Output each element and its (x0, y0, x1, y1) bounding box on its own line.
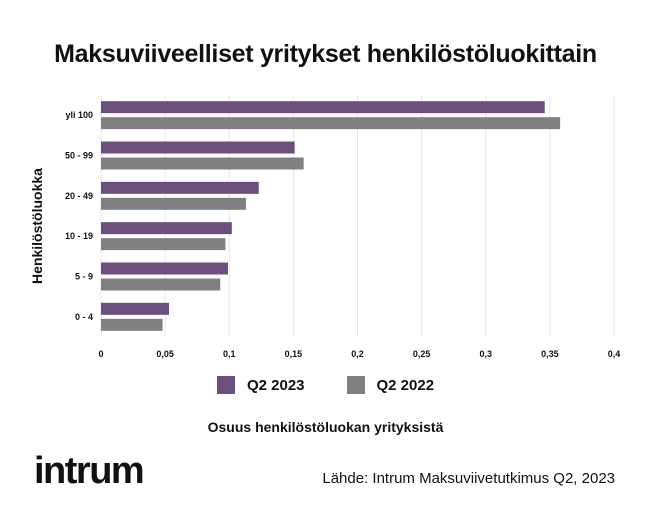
bar-q2-2022 (101, 278, 221, 291)
x-tick-label: 0,3 (479, 349, 492, 359)
x-tick-label: 0,4 (608, 349, 621, 359)
bar-q2-2023 (101, 101, 545, 114)
legend-label-q2-2022: Q2 2022 (376, 376, 435, 394)
bar-q2-2022 (101, 318, 163, 331)
bar-q2-2023 (101, 302, 169, 315)
bar-q2-2023 (101, 181, 259, 194)
x-tick-labels: 0 0,05 0,1 0,15 0,2 0,25 0,3 0,35 0,4 (98, 349, 620, 359)
bar-q2-2022 (101, 157, 304, 170)
bar-q2-2023 (101, 262, 228, 275)
legend-item-q2-2023: Q2 2023 (216, 376, 305, 394)
chart-title: Maksuviiveelliset yritykset henkilöstölu… (54, 40, 597, 68)
bars (101, 101, 561, 331)
bar-q2-2022 (101, 117, 561, 130)
legend-swatch-q2-2023 (216, 376, 235, 394)
y-axis-label: Henkilöstöluokka (29, 168, 45, 284)
y-tick-label: 5 - 9 (75, 272, 93, 282)
legend-swatch-q2-2022 (346, 376, 365, 394)
legend: Q2 2023 Q2 2022 (0, 376, 651, 394)
x-axis-label: Osuus henkilöstöluokan yrityksistä (207, 419, 444, 435)
x-tick-label: 0,05 (156, 349, 174, 359)
grid-lines (100, 95, 615, 337)
y-tick-label: yli 100 (65, 110, 93, 120)
x-tick-label: 0,15 (285, 349, 303, 359)
y-tick-label: 10 - 19 (65, 231, 93, 241)
source-note: Lähde: Intrum Maksuviivetutkimus Q2, 202… (322, 470, 615, 487)
bar-q2-2023 (101, 222, 232, 235)
y-tick-label: 20 - 49 (65, 191, 93, 201)
x-tick-label: 0,35 (541, 349, 559, 359)
y-tick-labels: yli 100 50 - 99 20 - 49 10 - 19 5 - 9 0 - 4 (65, 110, 93, 322)
legend-label-q2-2023: Q2 2023 (246, 376, 305, 394)
x-tick-label: 0,1 (223, 349, 236, 359)
bar-q2-2022 (101, 197, 246, 210)
x-tick-label: 0,2 (351, 349, 364, 359)
x-tick-label: 0,25 (413, 349, 431, 359)
bar-q2-2022 (101, 238, 226, 251)
bar-q2-2023 (101, 141, 295, 154)
y-tick-label: 0 - 4 (75, 312, 93, 322)
y-tick-label: 50 - 99 (65, 151, 93, 161)
intrum-logo: intrum (34, 450, 145, 492)
legend-item-q2-2022: Q2 2022 (346, 376, 435, 394)
x-tick-label: 0 (98, 349, 103, 359)
